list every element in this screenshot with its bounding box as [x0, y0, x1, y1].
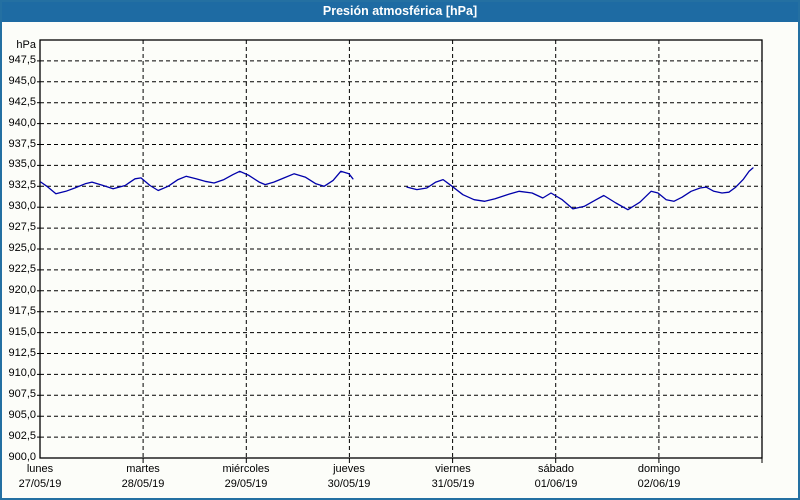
- x-axis-day-label: martes 28/05/19: [98, 462, 188, 492]
- day-name: lunes: [26, 463, 54, 475]
- x-axis-day-label: viernes 31/05/19: [408, 462, 498, 492]
- y-axis-label: 920,0: [8, 284, 36, 296]
- day-name: viernes: [435, 463, 471, 475]
- y-axis-label: 932,5: [8, 179, 36, 191]
- y-axis-label: 910,0: [8, 367, 36, 379]
- y-axis-label: 945,0: [8, 75, 36, 87]
- day-date: 30/05/19: [327, 478, 371, 490]
- y-axis-label: 942,5: [8, 96, 36, 108]
- y-axis-label: 907,5: [8, 388, 36, 400]
- y-axis-label: 935,0: [8, 158, 36, 170]
- day-name: domingo: [637, 463, 681, 475]
- day-name: miércoles: [222, 463, 270, 475]
- y-axis-label: 937,5: [8, 138, 36, 150]
- day-date: 29/05/19: [224, 478, 268, 490]
- day-name: sábado: [537, 463, 575, 475]
- day-date: 02/06/19: [637, 478, 681, 490]
- day-date: 31/05/19: [431, 478, 475, 490]
- y-axis-label: 902,5: [8, 430, 36, 442]
- y-axis-label: 915,0: [8, 326, 36, 338]
- y-axis-label: 912,5: [8, 347, 36, 359]
- chart-title: Presión atmosférica [hPa]: [322, 4, 478, 18]
- title-bar: Presión atmosférica [hPa]: [0, 0, 800, 22]
- y-axis-label: 930,0: [8, 200, 36, 212]
- x-axis-day-label: domingo 02/06/19: [614, 462, 704, 492]
- x-axis-day-label: sábado 01/06/19: [511, 462, 601, 492]
- x-axis-day-label: miércoles 29/05/19: [201, 462, 291, 492]
- pressure-line: [406, 167, 754, 211]
- y-axis-label: 925,0: [8, 242, 36, 254]
- day-name: martes: [126, 463, 160, 475]
- plot-border: [39, 39, 763, 459]
- day-name: jueves: [333, 463, 365, 475]
- y-axis-label: 940,0: [8, 117, 36, 129]
- day-date: 28/05/19: [121, 478, 165, 490]
- y-axis-label: 917,5: [8, 305, 36, 317]
- x-axis-day-label: lunes 27/05/19: [0, 462, 85, 492]
- y-axis-label: 900,0: [8, 451, 36, 463]
- pressure-line: [40, 170, 354, 195]
- y-axis-label: 947,5: [8, 54, 36, 66]
- y-axis-label: 922,5: [8, 263, 36, 275]
- day-date: 27/05/19: [18, 478, 62, 490]
- day-date: 01/06/19: [534, 478, 578, 490]
- y-axis-label: 927,5: [8, 221, 36, 233]
- x-axis-day-label: jueves 30/05/19: [304, 462, 394, 492]
- y-axis-unit-label: hPa: [16, 39, 36, 51]
- y-axis-label: 905,0: [8, 409, 36, 421]
